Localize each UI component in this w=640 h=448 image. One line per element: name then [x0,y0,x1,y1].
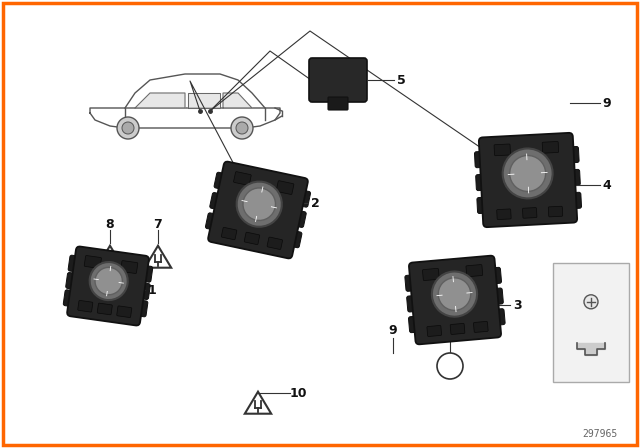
FancyBboxPatch shape [522,207,537,218]
Circle shape [584,295,598,309]
FancyBboxPatch shape [287,230,302,248]
Text: 7: 7 [154,217,163,231]
FancyBboxPatch shape [568,169,580,186]
Text: 9: 9 [388,323,397,336]
FancyBboxPatch shape [296,190,310,207]
FancyBboxPatch shape [309,58,367,102]
FancyBboxPatch shape [137,283,150,300]
FancyBboxPatch shape [548,206,563,217]
FancyBboxPatch shape [409,256,501,345]
Circle shape [237,181,282,227]
FancyBboxPatch shape [67,246,149,326]
FancyBboxPatch shape [497,209,511,220]
Polygon shape [223,93,252,108]
FancyBboxPatch shape [134,300,148,317]
FancyBboxPatch shape [450,323,465,335]
Text: 297965: 297965 [582,429,618,439]
Text: 9: 9 [603,96,611,109]
Circle shape [122,122,134,134]
FancyBboxPatch shape [208,162,308,258]
FancyBboxPatch shape [63,290,77,307]
Text: 5: 5 [397,73,405,86]
Polygon shape [577,343,605,355]
FancyBboxPatch shape [405,275,418,291]
FancyBboxPatch shape [553,263,629,382]
FancyBboxPatch shape [477,197,490,214]
Circle shape [117,117,139,139]
Circle shape [438,278,471,310]
Polygon shape [135,93,185,108]
FancyBboxPatch shape [97,303,112,315]
Text: 10: 10 [289,387,307,400]
FancyBboxPatch shape [476,174,488,190]
Text: 3: 3 [514,298,522,311]
Polygon shape [188,93,220,108]
FancyBboxPatch shape [234,172,251,185]
Text: 4: 4 [603,178,611,191]
Circle shape [90,262,128,300]
Circle shape [432,271,477,317]
FancyBboxPatch shape [422,268,439,280]
FancyBboxPatch shape [569,192,582,209]
FancyBboxPatch shape [406,295,420,312]
FancyBboxPatch shape [427,325,442,336]
FancyBboxPatch shape [474,321,488,332]
FancyBboxPatch shape [479,133,577,227]
Text: 1: 1 [148,284,156,297]
FancyBboxPatch shape [466,265,483,277]
Circle shape [502,148,552,198]
Text: 6: 6 [445,359,454,372]
FancyBboxPatch shape [244,232,260,245]
FancyBboxPatch shape [492,309,505,325]
FancyBboxPatch shape [78,301,93,312]
Circle shape [509,155,546,191]
Circle shape [95,267,122,295]
FancyBboxPatch shape [490,288,503,305]
FancyBboxPatch shape [328,97,348,110]
Circle shape [437,353,463,379]
FancyBboxPatch shape [84,255,101,268]
FancyBboxPatch shape [474,151,487,168]
FancyBboxPatch shape [494,144,511,156]
FancyBboxPatch shape [68,255,82,272]
FancyBboxPatch shape [214,172,228,190]
FancyBboxPatch shape [139,265,153,282]
FancyBboxPatch shape [210,193,224,210]
FancyBboxPatch shape [566,146,579,163]
FancyBboxPatch shape [221,228,237,240]
FancyBboxPatch shape [488,267,502,284]
FancyBboxPatch shape [542,142,559,153]
FancyBboxPatch shape [116,306,132,318]
FancyBboxPatch shape [276,181,294,194]
FancyBboxPatch shape [66,272,79,289]
FancyBboxPatch shape [121,261,138,274]
Circle shape [243,188,275,220]
FancyBboxPatch shape [408,316,422,333]
Circle shape [236,122,248,134]
Text: 2: 2 [310,197,319,210]
Text: 8: 8 [106,217,115,231]
Circle shape [231,117,253,139]
FancyBboxPatch shape [292,210,306,228]
FancyBboxPatch shape [267,237,282,250]
FancyBboxPatch shape [205,213,220,230]
